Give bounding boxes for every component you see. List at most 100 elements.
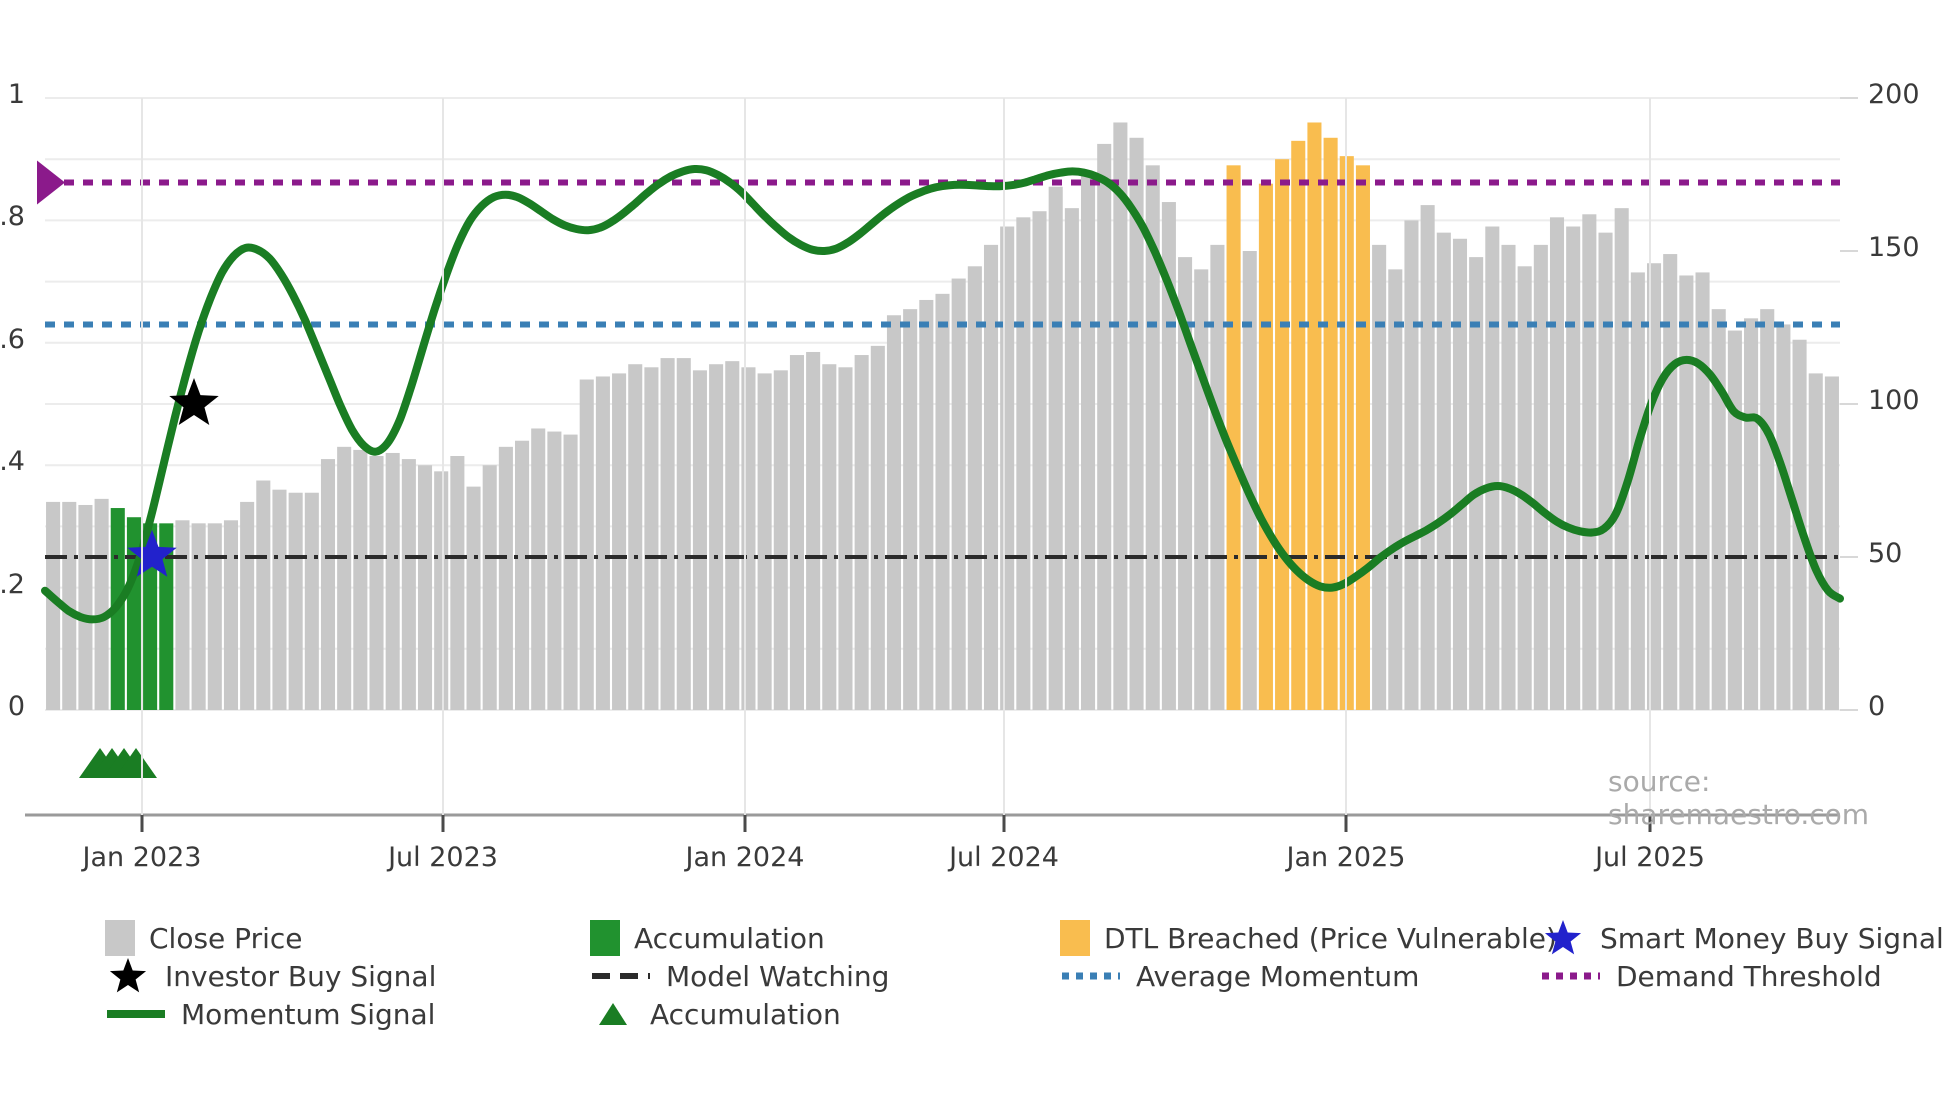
bar-close-price[interactable]: [1436, 232, 1451, 710]
bar-dtl-breached[interactable]: [1258, 183, 1273, 710]
bar-close-price[interactable]: [450, 456, 465, 710]
bar-close-price[interactable]: [1679, 275, 1694, 710]
bar-close-price[interactable]: [789, 355, 804, 710]
legend-item[interactable]: Accumulation: [590, 996, 841, 1032]
bar-close-price[interactable]: [692, 370, 707, 710]
bar-close-price[interactable]: [806, 351, 821, 710]
bar-close-price[interactable]: [1372, 244, 1387, 710]
bar-close-price[interactable]: [709, 364, 724, 710]
bar-close-price[interactable]: [369, 456, 384, 710]
bar-close-price[interactable]: [1744, 318, 1759, 710]
legend-item[interactable]: Average Momentum: [1060, 958, 1419, 994]
bar-close-price[interactable]: [385, 452, 400, 710]
bar-dtl-breached[interactable]: [1355, 165, 1370, 710]
bar-close-price[interactable]: [854, 355, 869, 710]
bar-close-price[interactable]: [288, 492, 303, 710]
bar-close-price[interactable]: [240, 501, 255, 710]
bar-close-price[interactable]: [1210, 244, 1225, 710]
bar-close-price[interactable]: [498, 446, 513, 710]
bar-close-price[interactable]: [1469, 257, 1484, 710]
bar-close-price[interactable]: [1000, 226, 1015, 710]
legend-item[interactable]: Close Price: [105, 920, 302, 956]
bar-close-price[interactable]: [1630, 272, 1645, 710]
bar-close-price[interactable]: [1129, 137, 1144, 710]
bar-close-price[interactable]: [1032, 211, 1047, 710]
bar-close-price[interactable]: [1695, 272, 1710, 710]
bar-close-price[interactable]: [1501, 244, 1516, 710]
bar-close-price[interactable]: [1016, 217, 1031, 710]
bar-close-price[interactable]: [1242, 251, 1257, 710]
smart-money-buy-signal-marker[interactable]: [127, 529, 177, 577]
bar-close-price[interactable]: [1388, 269, 1403, 710]
bar-close-price[interactable]: [256, 480, 271, 711]
bar-close-price[interactable]: [935, 293, 950, 710]
bar-close-price[interactable]: [1598, 232, 1613, 710]
bar-close-price[interactable]: [595, 376, 610, 710]
bar-close-price[interactable]: [1533, 244, 1548, 710]
bar-close-price[interactable]: [1517, 266, 1532, 710]
bar-close-price[interactable]: [1048, 186, 1063, 711]
bar-close-price[interactable]: [741, 367, 756, 710]
bar-close-price[interactable]: [1404, 220, 1419, 710]
bar-close-price[interactable]: [466, 486, 481, 710]
bar-close-price[interactable]: [1194, 269, 1209, 710]
accumulation-triangle-marker[interactable]: [115, 748, 157, 778]
bar-close-price[interactable]: [773, 370, 788, 710]
bar-close-price[interactable]: [337, 446, 352, 710]
legend-item[interactable]: Smart Money Buy Signal: [1540, 920, 1944, 956]
bar-close-price[interactable]: [1727, 330, 1742, 710]
bar-close-price[interactable]: [579, 379, 594, 710]
bar-close-price[interactable]: [676, 358, 691, 710]
bar-close-price[interactable]: [919, 299, 934, 710]
bar-close-price[interactable]: [1808, 373, 1823, 710]
bar-close-price[interactable]: [983, 244, 999, 710]
bar-close-price[interactable]: [1145, 165, 1160, 710]
bar-close-price[interactable]: [1566, 226, 1581, 710]
bar-close-price[interactable]: [1711, 309, 1726, 710]
bar-close-price[interactable]: [207, 523, 222, 710]
legend-item[interactable]: Accumulation: [590, 920, 825, 956]
legend-item[interactable]: Demand Threshold: [1540, 958, 1882, 994]
bar-close-price[interactable]: [1064, 208, 1079, 710]
bar-close-price[interactable]: [757, 373, 772, 710]
bar-close-price[interactable]: [725, 361, 740, 710]
bar-close-price[interactable]: [62, 501, 77, 710]
bar-close-price[interactable]: [612, 373, 627, 710]
bar-accumulation[interactable]: [126, 517, 141, 710]
bar-close-price[interactable]: [1614, 208, 1629, 710]
bar-close-price[interactable]: [401, 459, 416, 710]
bar-close-price[interactable]: [320, 459, 336, 710]
bar-close-price[interactable]: [1776, 324, 1791, 710]
bar-close-price[interactable]: [967, 266, 982, 710]
bar-close-price[interactable]: [223, 520, 239, 710]
bar-close-price[interactable]: [94, 498, 109, 710]
legend-item[interactable]: DTL Breached (Price Vulnerable): [1060, 920, 1557, 956]
bar-close-price[interactable]: [1113, 122, 1128, 711]
bar-dtl-breached[interactable]: [1291, 140, 1306, 711]
bar-close-price[interactable]: [1549, 217, 1565, 710]
bar-close-price[interactable]: [951, 278, 966, 710]
bar-close-price[interactable]: [547, 431, 562, 710]
bar-dtl-breached[interactable]: [1323, 137, 1338, 710]
bar-close-price[interactable]: [644, 367, 659, 710]
bar-close-price[interactable]: [353, 449, 368, 710]
bar-close-price[interactable]: [886, 315, 902, 710]
bar-close-price[interactable]: [78, 504, 93, 710]
bar-close-price[interactable]: [822, 364, 837, 710]
bar-dtl-breached[interactable]: [1307, 122, 1322, 711]
bar-dtl-breached[interactable]: [1226, 165, 1241, 710]
bar-close-price[interactable]: [417, 465, 433, 710]
bar-close-price[interactable]: [628, 364, 643, 710]
bar-close-price[interactable]: [175, 520, 190, 710]
bar-close-price[interactable]: [1452, 238, 1468, 710]
bar-close-price[interactable]: [482, 465, 497, 710]
legend-item[interactable]: Model Watching: [590, 958, 889, 994]
bar-close-price[interactable]: [531, 428, 546, 710]
investor-buy-signal-marker[interactable]: [169, 378, 219, 426]
bar-close-price[interactable]: [1485, 226, 1500, 710]
bar-close-price[interactable]: [1760, 309, 1775, 710]
bar-close-price[interactable]: [1582, 214, 1597, 710]
bar-close-price[interactable]: [191, 523, 206, 710]
bar-close-price[interactable]: [838, 367, 853, 710]
bar-close-price[interactable]: [1178, 257, 1193, 710]
